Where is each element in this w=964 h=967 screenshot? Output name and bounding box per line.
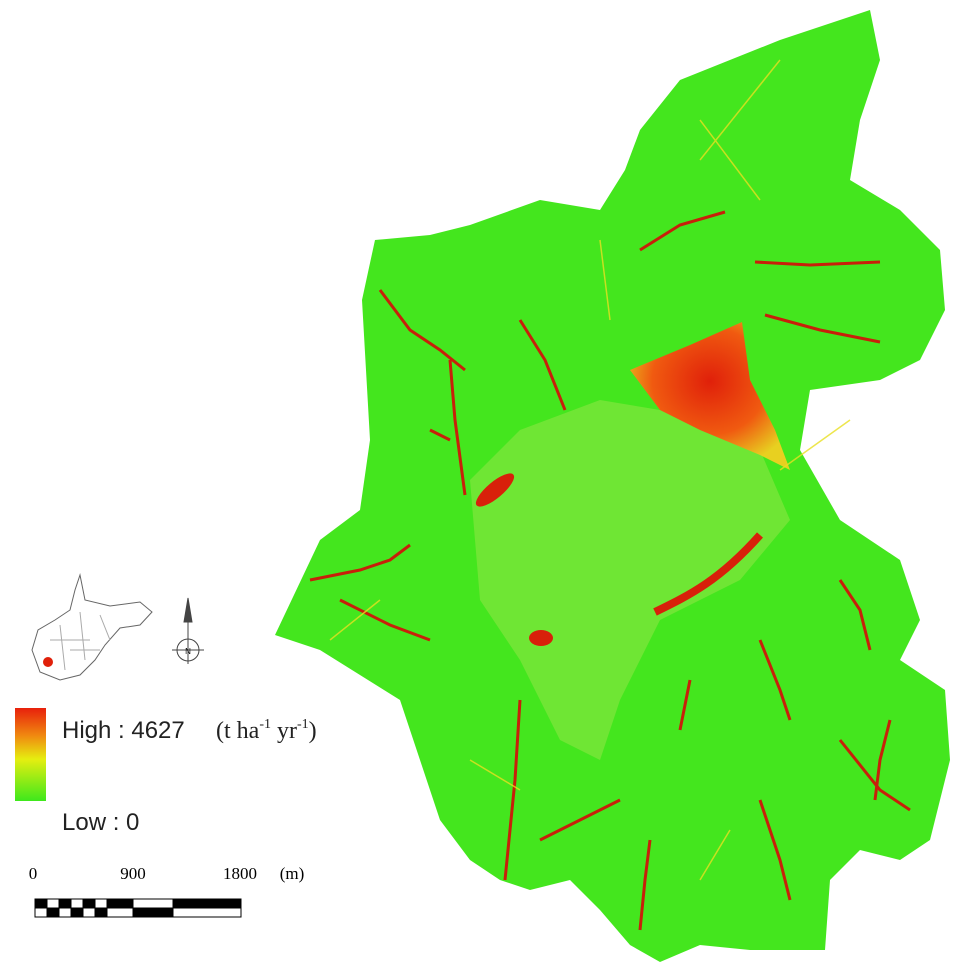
scale-seg <box>133 908 173 917</box>
unit-text: ) <box>309 718 317 744</box>
scale-seg <box>71 908 83 917</box>
unit-exp: -1 <box>297 717 309 732</box>
scale-seg <box>35 899 47 908</box>
scale-seg <box>95 908 107 917</box>
scale-label: 1800 <box>223 864 257 883</box>
scale-seg <box>47 908 59 917</box>
scale-seg <box>173 899 241 908</box>
arrow-head <box>184 598 192 622</box>
scale-bar <box>35 899 241 917</box>
unit-exp: -1 <box>259 717 271 732</box>
locator-map <box>32 575 152 680</box>
legend-ramp <box>15 708 46 801</box>
unit-text: yr <box>271 718 297 744</box>
page: N High : 4627 (t ha-1 yr-1) Low : 0 0 90… <box>0 0 964 967</box>
scale-seg <box>59 899 71 908</box>
map: N High : 4627 (t ha-1 yr-1) Low : 0 0 90… <box>0 0 964 967</box>
legend-high: High : 4627 <box>62 717 185 744</box>
north-label: N <box>185 647 191 656</box>
scale-unit: (m) <box>280 864 305 883</box>
legend-low: Low : 0 <box>62 809 139 836</box>
scale-label: 900 <box>120 864 146 883</box>
scale-label: 0 <box>29 864 38 883</box>
legend-unit: (t ha-1 yr-1) <box>216 717 317 744</box>
scale-seg <box>83 899 95 908</box>
erosion-spot <box>529 630 553 646</box>
unit-text: (t ha <box>216 718 260 744</box>
scale-seg <box>107 899 133 908</box>
study-location <box>43 657 53 667</box>
